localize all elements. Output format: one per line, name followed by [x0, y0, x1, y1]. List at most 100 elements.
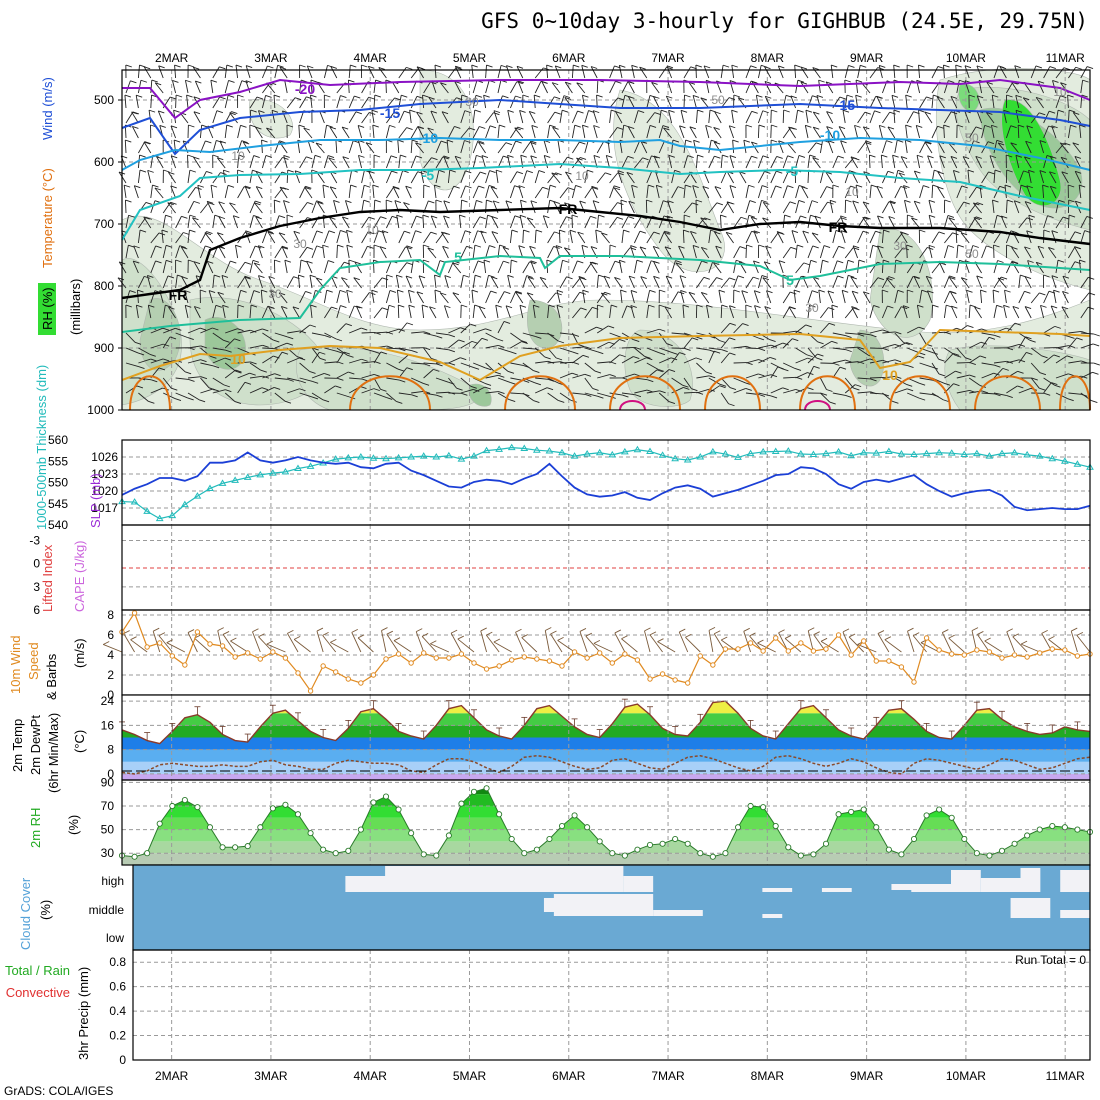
thickness-marker [394, 453, 403, 461]
upper-wind-barb-flag [685, 184, 692, 188]
upper-wind-barb [696, 277, 705, 289]
upper-wind-barb [324, 361, 338, 364]
upper-wind-barb-flag [523, 380, 530, 383]
wind-marker [1062, 647, 1068, 653]
upper-wind-barb [237, 290, 242, 304]
upper-wind-barb [410, 155, 417, 169]
upper-wind-barb-flag [813, 365, 820, 369]
upper-wind-barb-flag [726, 201, 734, 205]
upper-wind-barb-flag [1010, 142, 1017, 146]
wind-barb-flag [187, 629, 195, 633]
upper-wind-barb [460, 246, 467, 259]
upper-wind-barb-flag [664, 230, 671, 234]
upper-wind-barb-flag [695, 199, 703, 203]
upper-wind-barb-flag [1051, 275, 1059, 279]
upper-wind-barb [902, 305, 908, 319]
upper-wind-barb-flag [603, 275, 611, 279]
wind-marker [898, 664, 905, 670]
upper-wind-barb-flag [994, 364, 1001, 368]
cloud-patches [345, 866, 1090, 918]
upper-wind-barb-flag [584, 373, 591, 377]
upper-wind-barb [807, 260, 812, 274]
upper-wind-barb-flag [853, 387, 860, 391]
upper-wind-barb [939, 155, 945, 169]
rh-marker [269, 805, 276, 812]
upper-wind-barb [720, 65, 724, 79]
upper-wind-barb-flag [955, 64, 962, 68]
upper-wind-barb-flag [314, 154, 322, 158]
upper-wind-barb-flag [133, 245, 140, 249]
upper-wind-barb [609, 185, 615, 199]
upper-wind-barb-flag [582, 124, 589, 128]
credit: GrADS: COLA/IGES [4, 1084, 113, 1098]
wind-marker [245, 650, 251, 656]
wind-barb [222, 634, 236, 653]
temperature-contour-20 [619, 400, 646, 411]
upper-wind-barb-flag [494, 371, 502, 375]
upper-wind-barb [869, 392, 883, 395]
upper-wind-barb [485, 80, 490, 94]
upper-wind-barb-flag [838, 126, 846, 129]
upper-wind-barb [485, 374, 499, 379]
upper-wind-barb [609, 217, 618, 229]
upper-wind-barb [869, 377, 884, 379]
upper-wind-barb [361, 246, 368, 259]
upper-wind-barb [671, 291, 679, 304]
upper-wind-barb [820, 340, 832, 349]
upper-wind-barb [571, 110, 578, 124]
upper-wind-barb [408, 305, 412, 319]
wind-barb [130, 639, 148, 653]
upper-wind-barb [812, 111, 821, 124]
upper-wind-barb [274, 246, 283, 259]
upper-wind-barb-flag [374, 199, 381, 203]
upper-wind-barb [943, 275, 950, 289]
wind-barb [1020, 643, 1040, 653]
upper-wind-barb-flag [401, 94, 408, 98]
upper-wind-barb [1080, 277, 1089, 289]
rh-marker [986, 852, 993, 859]
upper-wind-barb-flag [566, 276, 573, 280]
upper-wind-barb [299, 217, 308, 229]
upper-wind-barb-flag [298, 274, 305, 278]
upper-wind-barb [646, 155, 652, 169]
upper-wind-barb [410, 215, 417, 229]
upper-wind-barb-flag [883, 259, 890, 263]
upper-wind-barb-flag [296, 356, 304, 359]
upper-wind-barb-flag [579, 157, 587, 160]
upper-wind-barb-flag [591, 261, 599, 265]
upper-wind-barb-flag [696, 336, 703, 340]
upper-wind-barb-flag [461, 94, 468, 98]
upper-wind-barb-flag [870, 334, 877, 338]
upper-wind-barb-flag [345, 323, 353, 327]
upper-wind-barb [460, 323, 471, 334]
upper-wind-barb-flag [562, 109, 569, 113]
wind-barb-flag [217, 627, 224, 632]
upper-wind-barb [310, 305, 313, 319]
upper-wind-barb-flag [630, 305, 637, 308]
upper-wind-barb [224, 125, 228, 139]
upper-wind-barb-flag [996, 139, 1003, 143]
upper-wind-barb [564, 97, 573, 109]
upper-wind-barb-flag [657, 368, 665, 372]
thickness-marker [155, 514, 164, 522]
upper-wind-barb-flag [533, 304, 540, 308]
upper-wind-barb-flag [1024, 276, 1032, 279]
upper-wind-barb-flag [913, 275, 921, 279]
upper-wind-barb-flag [436, 335, 443, 339]
upper-wind-barb [1018, 336, 1026, 349]
upper-wind-barb [471, 65, 474, 79]
upper-wind-barb-flag [811, 290, 819, 294]
upper-wind-barb-flag [974, 306, 981, 310]
upper-wind-barb [1068, 331, 1082, 334]
upper-wind-barb [405, 186, 412, 199]
wind-label-unit: (m/s) [72, 638, 87, 668]
upper-wind-barb-flag [615, 111, 622, 115]
upper-wind-barb [186, 95, 189, 109]
wind-barb-flag [287, 629, 294, 634]
upper-wind-barb [924, 141, 933, 154]
upper-wind-barb [782, 170, 789, 184]
upper-wind-barb [510, 341, 522, 349]
upper-wind-barb-flag [770, 344, 778, 348]
upper-wind-barb-flag [1074, 155, 1082, 159]
upper-wind-barb-flag [949, 276, 956, 280]
